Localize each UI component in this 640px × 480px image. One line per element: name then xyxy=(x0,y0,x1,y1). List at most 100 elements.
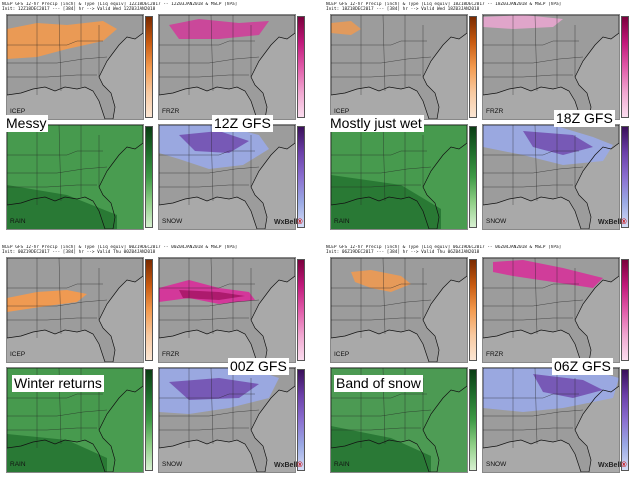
coastline xyxy=(483,368,619,472)
coastline xyxy=(7,125,143,229)
snow-colorbar xyxy=(297,126,305,228)
frzr-map-graphic xyxy=(159,15,295,119)
rain-colorbar xyxy=(145,369,153,471)
frzr-map-graphic xyxy=(483,258,619,362)
state-border xyxy=(483,56,584,64)
coastline xyxy=(159,258,295,362)
coastline xyxy=(159,125,295,229)
coastline xyxy=(331,258,467,362)
icep-map-panel xyxy=(6,257,144,363)
land-area xyxy=(7,258,143,362)
icep-label: ICEP xyxy=(10,108,26,115)
frzr-map-panel xyxy=(482,14,620,120)
frzr-map-graphic xyxy=(159,258,295,362)
state-border xyxy=(483,74,573,78)
icep-colorbar xyxy=(469,16,477,118)
icep-colorbar xyxy=(469,259,477,361)
state-border xyxy=(534,15,538,92)
icep-map-graphic xyxy=(331,258,467,362)
state-border xyxy=(331,166,432,174)
state-border xyxy=(534,368,538,445)
state-border xyxy=(159,409,260,417)
snow-colorbar xyxy=(621,369,629,471)
snow-map-panel xyxy=(158,124,296,230)
snow-map-graphic xyxy=(159,125,295,229)
icep-map-graphic xyxy=(7,15,143,119)
snow-heavy-precip-shading xyxy=(533,374,603,398)
run-06z: NCEP GFS 12-hr Precip [inch] & Type [Liq… xyxy=(326,245,636,473)
icep-colorbar xyxy=(145,16,153,118)
commentary-label: Mostly just wet xyxy=(328,115,424,132)
state-border xyxy=(7,317,97,321)
state-border xyxy=(483,166,584,174)
frzr-precip-shading xyxy=(169,19,269,39)
commentary-label: Messy xyxy=(4,115,49,132)
snow-map-graphic xyxy=(483,125,619,229)
snow-colorbar xyxy=(297,369,305,471)
state-border xyxy=(331,427,421,431)
state-border xyxy=(7,409,108,417)
icep-label: ICEP xyxy=(10,351,26,358)
map-header: NCEP GFS 12-hr Precip [inch] & Type [Liq… xyxy=(326,2,562,13)
coastline xyxy=(7,368,143,472)
state-border xyxy=(331,317,421,321)
state-border xyxy=(7,299,108,307)
rain-label: RAIN xyxy=(334,218,350,225)
state-border xyxy=(483,427,573,431)
snow-heavy-precip-shading xyxy=(179,131,249,153)
rain-map-graphic xyxy=(331,125,467,229)
snow-label: SNOW xyxy=(162,461,183,468)
state-border xyxy=(58,15,62,92)
state-border xyxy=(483,317,573,321)
snow-label: SNOW xyxy=(486,218,507,225)
rain-label: RAIN xyxy=(334,461,350,468)
run-18z: NCEP GFS 12-hr Precip [inch] & Type [Liq… xyxy=(326,2,636,230)
frzr-map-panel xyxy=(158,257,296,363)
coastline xyxy=(7,15,143,119)
state-border xyxy=(210,368,214,445)
state-border xyxy=(159,166,260,174)
state-border xyxy=(483,299,584,307)
model-run-label: 18Z GFS xyxy=(554,110,615,127)
icep-map-graphic xyxy=(331,15,467,119)
state-border xyxy=(483,184,573,188)
state-border xyxy=(159,317,249,321)
run-00z: NCEP GFS 12-hr Precip [inch] & Type [Liq… xyxy=(2,245,312,473)
icep-map-graphic xyxy=(7,258,143,362)
state-border xyxy=(159,299,260,307)
state-border xyxy=(7,184,97,188)
rain-map-panel xyxy=(6,124,144,230)
land-area xyxy=(159,15,295,119)
rain-colorbar xyxy=(469,369,477,471)
commentary-label: Winter returns xyxy=(12,375,104,392)
model-run-label: 00Z GFS xyxy=(228,358,289,375)
rain-heavy-precip-shading xyxy=(7,185,117,229)
coastline xyxy=(483,258,619,362)
rain-heavy-precip-shading xyxy=(331,175,441,229)
state-border xyxy=(382,258,386,335)
state-border xyxy=(58,258,62,335)
state-border xyxy=(331,299,432,307)
commentary-label: Band of snow xyxy=(334,375,423,392)
icep-map-panel xyxy=(330,257,468,363)
frzr-label: FRZR xyxy=(162,108,180,115)
snow-map-graphic xyxy=(483,368,619,472)
frzr-map-graphic xyxy=(483,15,619,119)
frzr-label: FRZR xyxy=(486,108,504,115)
frzr-map-panel xyxy=(482,257,620,363)
snow-heavy-precip-shading xyxy=(523,131,593,155)
state-border xyxy=(159,427,249,431)
snow-label: SNOW xyxy=(162,218,183,225)
state-border xyxy=(7,56,108,64)
state-border xyxy=(159,74,249,78)
map-header: NCEP GFS 12-hr Precip [inch] & Type [Liq… xyxy=(2,245,238,256)
snow-map-panel xyxy=(158,367,296,473)
icep-precip-shading xyxy=(7,21,117,59)
state-border xyxy=(210,125,214,202)
frzr-colorbar xyxy=(621,16,629,118)
state-border xyxy=(7,74,97,78)
rain-map-panel xyxy=(330,124,468,230)
wxbell-logo: WxBell® xyxy=(598,462,627,469)
frzr-colorbar xyxy=(621,259,629,361)
frzr-label: FRZR xyxy=(486,351,504,358)
